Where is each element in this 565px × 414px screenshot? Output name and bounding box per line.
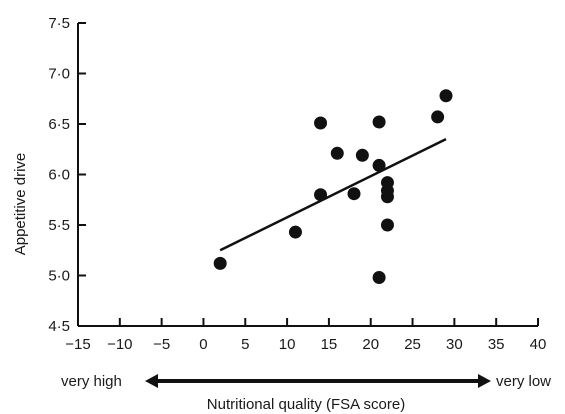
data-point (380, 218, 394, 232)
quality-arrow-right-head (478, 374, 491, 388)
data-point (372, 271, 386, 285)
x-tick-label: 10 (279, 336, 296, 353)
y-tick-label: 4·5 (48, 318, 70, 335)
plot-area (213, 89, 453, 285)
y-axis-label: Appetitive drive (12, 153, 29, 256)
trend-line (219, 138, 447, 252)
y-tick-label: 6·0 (48, 167, 70, 184)
data-point (213, 256, 227, 270)
x-tick-label: 25 (404, 336, 421, 353)
data-point (380, 176, 394, 190)
arrow-left-label: very high (61, 373, 122, 390)
x-tick-label: −10 (107, 336, 132, 353)
data-point (372, 158, 386, 172)
y-tick-label: 7·5 (48, 15, 70, 32)
data-point (330, 146, 344, 160)
x-tick-label: 5 (241, 336, 249, 353)
data-point (355, 148, 369, 162)
x-tick-label: 15 (321, 336, 338, 353)
arrow-right-label: very low (496, 373, 551, 390)
x-tick-label: −5 (153, 336, 170, 353)
arrow-axis: very high very low (61, 373, 551, 390)
data-point (314, 188, 328, 202)
data-point (288, 225, 302, 239)
data-point (431, 110, 445, 124)
data-point (347, 187, 361, 201)
x-tick-label: −15 (65, 336, 90, 353)
data-point (439, 89, 453, 103)
x-tick-label: 35 (488, 336, 505, 353)
x-axis-label: Nutritional quality (FSA score) (207, 396, 405, 413)
y-tick-label: 5·5 (48, 217, 70, 234)
data-point (372, 115, 386, 129)
y-tick-label: 7·0 (48, 66, 70, 83)
x-tick-label: 20 (362, 336, 379, 353)
quality-arrow-left-head (145, 374, 158, 388)
y-tick-label: 6·5 (48, 116, 70, 133)
y-tick-label: 5·0 (48, 268, 70, 285)
x-tick-label: 0 (199, 336, 207, 353)
x-tick-label: 30 (446, 336, 463, 353)
x-tick-label: 40 (530, 336, 547, 353)
axes: −15 −10 −5 0 5 10 15 20 25 30 35 40 4·5 5·0 5·5 6·0 6·5 7… (48, 15, 546, 353)
data-point (314, 116, 328, 130)
